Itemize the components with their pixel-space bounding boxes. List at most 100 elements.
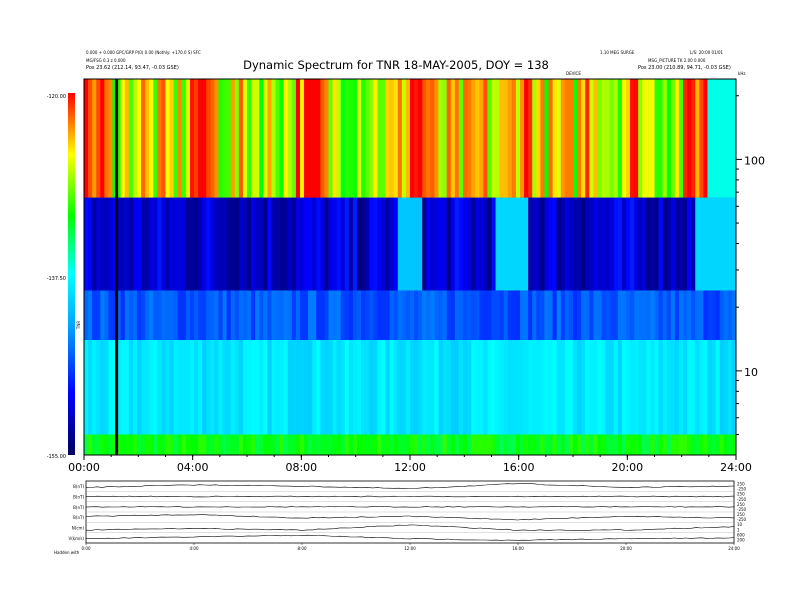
heatmap-cell <box>185 434 191 455</box>
heatmap-cell <box>149 79 154 198</box>
heatmap-cell <box>84 339 89 435</box>
heatmap-cell <box>536 434 541 455</box>
heatmap-cell <box>385 434 390 455</box>
heatmap-cell <box>283 339 289 435</box>
heatmap-cell <box>373 339 378 435</box>
heatmap-cell <box>609 434 615 455</box>
heatmap-cell <box>711 197 716 291</box>
heatmap-cell <box>727 339 733 435</box>
heatmap-cell <box>251 339 256 435</box>
heatmap-cell <box>361 434 366 455</box>
header-khz-label: kHz <box>738 71 746 76</box>
heatmap-cell <box>149 434 154 455</box>
heatmap-cell <box>581 290 586 340</box>
heatmap-cell <box>194 79 199 198</box>
heatmap-cell <box>405 434 411 455</box>
heatmap-cell <box>397 339 403 435</box>
heatmap-cell <box>198 197 203 291</box>
heatmap-cell <box>597 434 602 455</box>
heatmap-cell <box>536 197 541 291</box>
heatmap-cell <box>560 79 566 198</box>
heatmap-cell <box>381 79 386 198</box>
heatmap-cell <box>92 290 97 340</box>
heatmap-cell <box>650 290 655 340</box>
heatmap-cell <box>251 79 256 198</box>
heatmap-cell <box>524 197 529 291</box>
series-label: B(nT) <box>73 505 84 510</box>
heatmap-cell <box>520 79 525 198</box>
heatmap-cell <box>263 79 268 198</box>
heatmap-cell <box>471 79 476 198</box>
heatmap-cell <box>206 434 211 455</box>
heatmap-cell <box>511 197 517 291</box>
heatmap-cell <box>116 290 121 340</box>
heatmap-cell <box>495 290 500 340</box>
heatmap-cell <box>389 79 395 198</box>
heatmap-cell <box>585 290 590 340</box>
heatmap-cell <box>426 197 431 291</box>
heatmap-cell <box>617 434 623 455</box>
heatmap-cell <box>723 79 729 198</box>
heatmap-cell <box>96 290 101 340</box>
heatmap-cell <box>617 290 623 340</box>
series-label: B(nT) <box>73 515 84 520</box>
heatmap-cell <box>263 339 268 435</box>
heatmap-cell <box>454 339 460 435</box>
heatmap-cell <box>324 290 329 340</box>
heatmap-cell <box>202 434 207 455</box>
heatmap-cell <box>503 290 509 340</box>
heatmap-cell <box>385 79 390 198</box>
heatmap-cell <box>414 197 419 291</box>
heatmap-cell <box>108 197 113 291</box>
heatmap-cell <box>120 339 126 435</box>
heatmap-cell <box>96 197 101 291</box>
x-tick-label: 20:00 <box>611 461 643 474</box>
heatmap-cell <box>585 434 590 455</box>
heatmap-cell <box>674 79 680 198</box>
heatmap-cell <box>597 197 602 291</box>
heatmap-cell <box>247 79 252 198</box>
heatmap-cell <box>711 434 716 455</box>
heatmap-cell <box>116 79 121 198</box>
heatmap-cell <box>434 79 439 198</box>
heatmap-cell <box>666 434 672 455</box>
heatmap-cell <box>581 339 586 435</box>
colorbar-bottom-label: -155.00 <box>47 454 66 460</box>
heatmap-cell <box>96 79 101 198</box>
heatmap-cell <box>707 339 712 435</box>
heatmap-cell <box>214 339 219 435</box>
heatmap-cell <box>634 79 639 198</box>
heatmap-cell <box>393 290 399 340</box>
heatmap-cell <box>471 290 476 340</box>
heatmap-cell <box>100 290 105 340</box>
heatmap-cell <box>169 290 174 340</box>
heatmap-cell <box>589 79 594 198</box>
heatmap-cell <box>609 290 615 340</box>
heatmap-cell <box>198 339 203 435</box>
heatmap-cell <box>251 434 256 455</box>
heatmap-cell <box>238 79 244 198</box>
heatmap-cell <box>340 434 346 455</box>
heatmap-cell <box>88 434 93 455</box>
heatmap-cell <box>348 339 354 435</box>
heatmap-cell <box>230 434 236 455</box>
right-tick-label: 200 <box>737 538 745 543</box>
heatmap-cell <box>153 79 158 198</box>
heatmap-cell <box>202 290 207 340</box>
heatmap-cell <box>638 197 643 291</box>
heatmap-cell <box>275 339 280 435</box>
heatmap-cell <box>520 197 525 291</box>
heatmap-cell <box>552 434 558 455</box>
heatmap-cell <box>638 79 643 198</box>
heatmap-cell <box>727 434 733 455</box>
heatmap-cell <box>116 197 121 291</box>
heatmap-cell <box>308 434 313 455</box>
heatmap-cell <box>511 339 517 435</box>
heatmap-cell <box>430 434 435 455</box>
heatmap-cell <box>218 339 223 435</box>
heatmap-cell <box>654 79 659 198</box>
heatmap-cell <box>577 290 582 340</box>
heatmap-cell <box>283 434 289 455</box>
heatmap-cell <box>491 434 496 455</box>
heatmap-cell <box>650 79 655 198</box>
